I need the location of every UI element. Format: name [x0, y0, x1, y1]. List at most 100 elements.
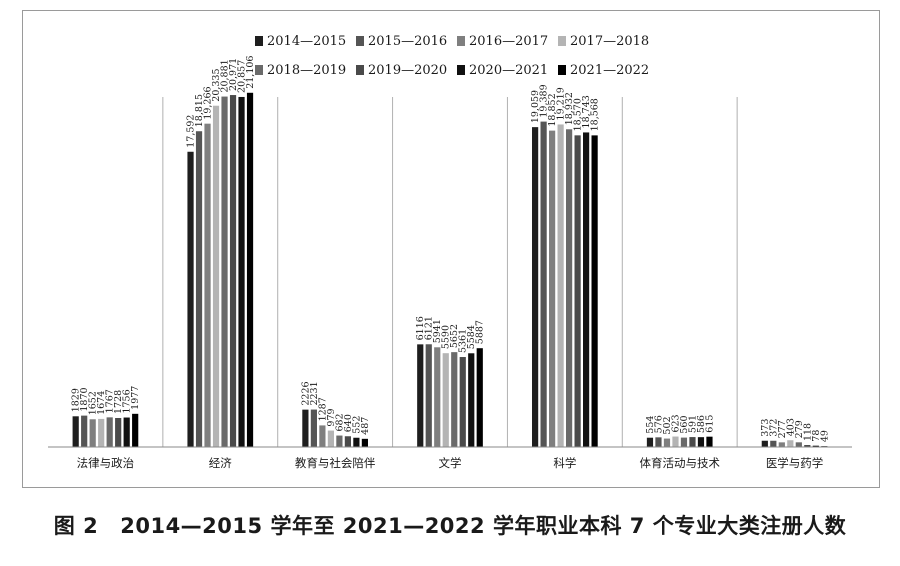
data-label: 1652 [88, 391, 99, 415]
data-label: 2231 [309, 381, 320, 405]
bar [123, 417, 130, 447]
legend-swatch [356, 36, 364, 46]
data-label: 623 [670, 414, 681, 432]
data-label: 277 [777, 420, 788, 438]
data-label: 19,059 [530, 90, 541, 123]
bar [557, 124, 564, 447]
data-label: 18,852 [547, 93, 558, 126]
bar [72, 416, 79, 447]
bar [246, 92, 254, 448]
data-label: 5887 [475, 320, 486, 344]
bar [549, 130, 556, 447]
caption-text: 2014—2015 学年至 2021—2022 学年职业本科 7 个专业大类注册… [120, 514, 847, 538]
data-label: 1728 [113, 390, 124, 414]
bar [459, 357, 466, 447]
data-label: 560 [679, 415, 690, 433]
bar [238, 96, 245, 447]
bar [212, 105, 220, 448]
bar [98, 418, 105, 447]
x-tick-label: 法律与政治 [77, 456, 135, 470]
legend-swatch [558, 65, 566, 75]
bar [770, 440, 777, 447]
category-separators [162, 97, 738, 447]
data-label: 1287 [317, 397, 328, 421]
bar [787, 440, 794, 447]
data-label: 17,592 [186, 115, 197, 148]
bar [302, 409, 309, 447]
legend-label: 2019—2020 [368, 63, 447, 78]
data-label: 20,971 [228, 58, 239, 91]
bar [106, 417, 113, 447]
bar [583, 132, 590, 447]
bar [327, 430, 334, 447]
bar [229, 95, 237, 447]
bar [187, 151, 194, 447]
x-tick-label: 教育与社会陪伴 [295, 456, 376, 470]
bar [468, 353, 475, 447]
data-label: 20,335 [211, 68, 222, 101]
bars [72, 92, 828, 448]
data-label: 78 [811, 430, 822, 442]
bar [532, 127, 539, 447]
data-label: 19,266 [203, 86, 214, 119]
legend-swatch [558, 36, 566, 46]
data-label: 20,857 [237, 60, 248, 93]
data-label: 18,815 [194, 94, 205, 127]
data-label: 591 [687, 415, 698, 433]
bar [476, 348, 483, 447]
bar [204, 123, 211, 447]
data-label: 979 [326, 408, 337, 426]
data-label: 5590 [441, 325, 452, 349]
data-label: 5361 [458, 329, 469, 353]
legend-swatch [356, 65, 364, 75]
data-label: 615 [704, 415, 715, 433]
figure-caption: 图 2 2014—2015 学年至 2021—2022 学年职业本科 7 个专业大… [0, 510, 900, 540]
bar [566, 129, 573, 447]
legend-label: 2018—2019 [267, 63, 346, 78]
data-label: 21,106 [245, 56, 256, 89]
data-label: 576 [653, 415, 664, 433]
data-label: 1756 [122, 389, 133, 413]
bar [761, 440, 768, 447]
data-label: 49 [819, 430, 830, 442]
bar [795, 442, 802, 447]
data-label: 640 [343, 414, 354, 432]
chart-frame: 2014—2015 2015—2016 2016—2017 2017—2018 2018… [22, 10, 880, 488]
x-tick-label: 体育活动与技术 [639, 456, 720, 470]
data-label: 5584 [466, 325, 477, 349]
data-label: 1674 [96, 391, 107, 415]
legend-swatch [255, 36, 263, 46]
bar [646, 437, 654, 447]
legend-swatch [255, 65, 263, 75]
bar [81, 415, 88, 447]
x-tick-label: 经济 [209, 456, 232, 470]
bar [132, 413, 139, 447]
bar [361, 438, 368, 447]
x-tick-label: 医学与药学 [766, 456, 824, 470]
bar [689, 437, 696, 447]
bar [706, 436, 713, 447]
x-tick-labels: 法律与政治 经济 教育与社会陪伴 文学 科学 体育活动与技术 医学与药学 [77, 456, 824, 470]
legend-label: 2014—2015 [267, 34, 346, 49]
bar [434, 347, 441, 447]
data-label: 5652 [449, 324, 460, 348]
data-label: 6121 [424, 316, 435, 340]
bar [195, 131, 203, 447]
data-label: 1829 [71, 388, 82, 412]
data-label: 554 [645, 416, 656, 434]
legend-swatch [457, 36, 465, 46]
data-label: 1870 [79, 387, 90, 411]
bar [310, 409, 317, 447]
data-label: 373 [760, 419, 771, 437]
bar [319, 425, 326, 447]
data-label: 18,570 [573, 98, 584, 131]
data-label: 19,389 [539, 84, 550, 117]
bar [540, 121, 547, 448]
bar [812, 445, 819, 447]
bar [442, 353, 449, 447]
bar [680, 437, 688, 447]
data-label: 502 [662, 416, 673, 434]
bar [574, 135, 581, 447]
bar [655, 437, 662, 447]
x-tick-label: 科学 [553, 456, 576, 470]
